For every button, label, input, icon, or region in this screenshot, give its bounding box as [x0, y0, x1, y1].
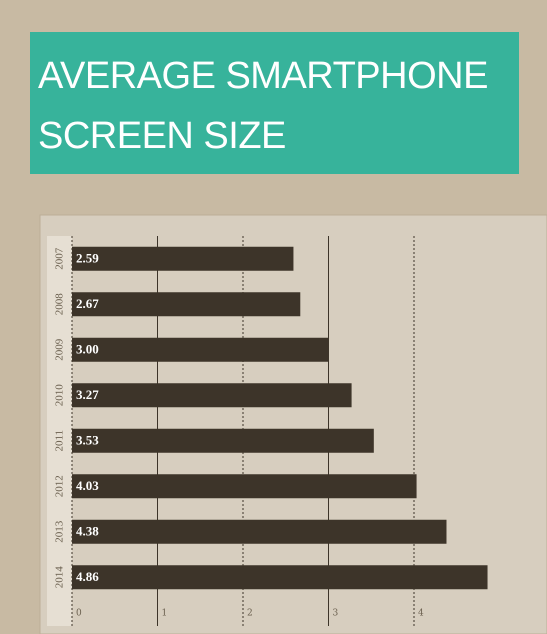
y-tick-label: 2013 — [54, 520, 66, 543]
value-label: 2.59 — [76, 251, 99, 266]
value-label: 3.27 — [76, 387, 99, 402]
bar — [72, 383, 352, 408]
bar — [72, 519, 447, 544]
y-tick-label: 2010 — [54, 384, 66, 407]
x-tick-label: 1 — [162, 609, 168, 619]
chart-title: AVERAGE SMARTPHONE SCREEN SIZE — [38, 55, 488, 157]
x-tick-label: 4 — [418, 609, 424, 619]
title-box: AVERAGE SMARTPHONE SCREEN SIZE — [30, 32, 519, 174]
bar — [72, 292, 301, 317]
y-tick-label: 2008 — [54, 293, 66, 316]
label-strip — [47, 236, 72, 626]
bar — [72, 474, 417, 499]
bar — [72, 246, 294, 271]
value-label: 4.38 — [76, 524, 99, 539]
y-tick-label: 2014 — [54, 566, 66, 589]
value-label: 4.86 — [76, 569, 99, 584]
y-tick-label: 2007 — [54, 247, 66, 270]
y-tick-label: 2012 — [54, 475, 66, 497]
x-tick-label: 2 — [247, 609, 253, 619]
bar — [72, 428, 374, 453]
panel — [39, 214, 547, 634]
bar — [72, 337, 329, 362]
y-tick-label: 2009 — [54, 338, 66, 361]
value-label: 3.00 — [76, 342, 99, 357]
bar — [72, 565, 488, 590]
x-tick-label: 0 — [76, 609, 82, 619]
value-label: 4.03 — [76, 478, 99, 493]
value-label: 2.67 — [76, 296, 99, 311]
y-tick-label: 2011 — [54, 430, 66, 452]
value-label: 3.53 — [76, 433, 99, 448]
x-tick-label: 3 — [333, 609, 339, 619]
